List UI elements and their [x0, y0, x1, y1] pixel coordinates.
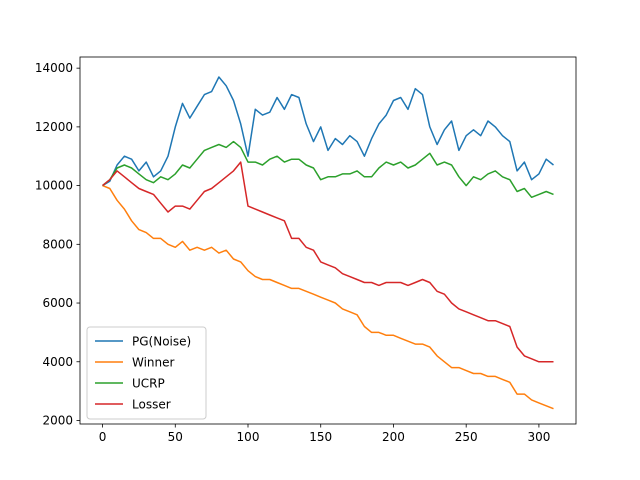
series-line-winner [102, 184, 554, 410]
y-tick-label: 6000 [42, 296, 73, 310]
y-tick-label: 14000 [35, 61, 73, 75]
y-axis-ticks: 2000 4000 6000 8000 10000 12000 14000 [35, 61, 80, 427]
series-line-pg-noise [102, 76, 554, 187]
plot-frame [79, 56, 577, 425]
x-tick-label: 250 [455, 430, 478, 444]
y-tick-label: 10000 [35, 179, 73, 193]
legend: PG(Noise) Winner UCRP Losser [86, 326, 207, 420]
series-layer [102, 76, 554, 410]
y-tick-label: 4000 [42, 355, 73, 369]
x-axis-ticks: 0 50 100 150 200 250 300 [99, 424, 550, 444]
x-tick-label: 300 [527, 430, 550, 444]
y-tick-label: 8000 [42, 237, 73, 251]
y-tick-label: 12000 [35, 120, 73, 134]
x-tick-label: 50 [168, 430, 183, 444]
y-tick-label: 2000 [42, 413, 73, 427]
series-line-ucrp [102, 140, 554, 199]
legend-label: Losser [132, 398, 171, 412]
x-tick-label: 0 [99, 430, 107, 444]
legend-label: PG(Noise) [132, 335, 191, 349]
legend-box [86, 326, 207, 420]
legend-label: UCRP [132, 377, 165, 391]
x-tick-label: 100 [237, 430, 260, 444]
series-line-losser [102, 161, 554, 363]
x-tick-label: 200 [382, 430, 405, 444]
legend-label: Winner [132, 356, 175, 370]
x-tick-label: 150 [309, 430, 332, 444]
